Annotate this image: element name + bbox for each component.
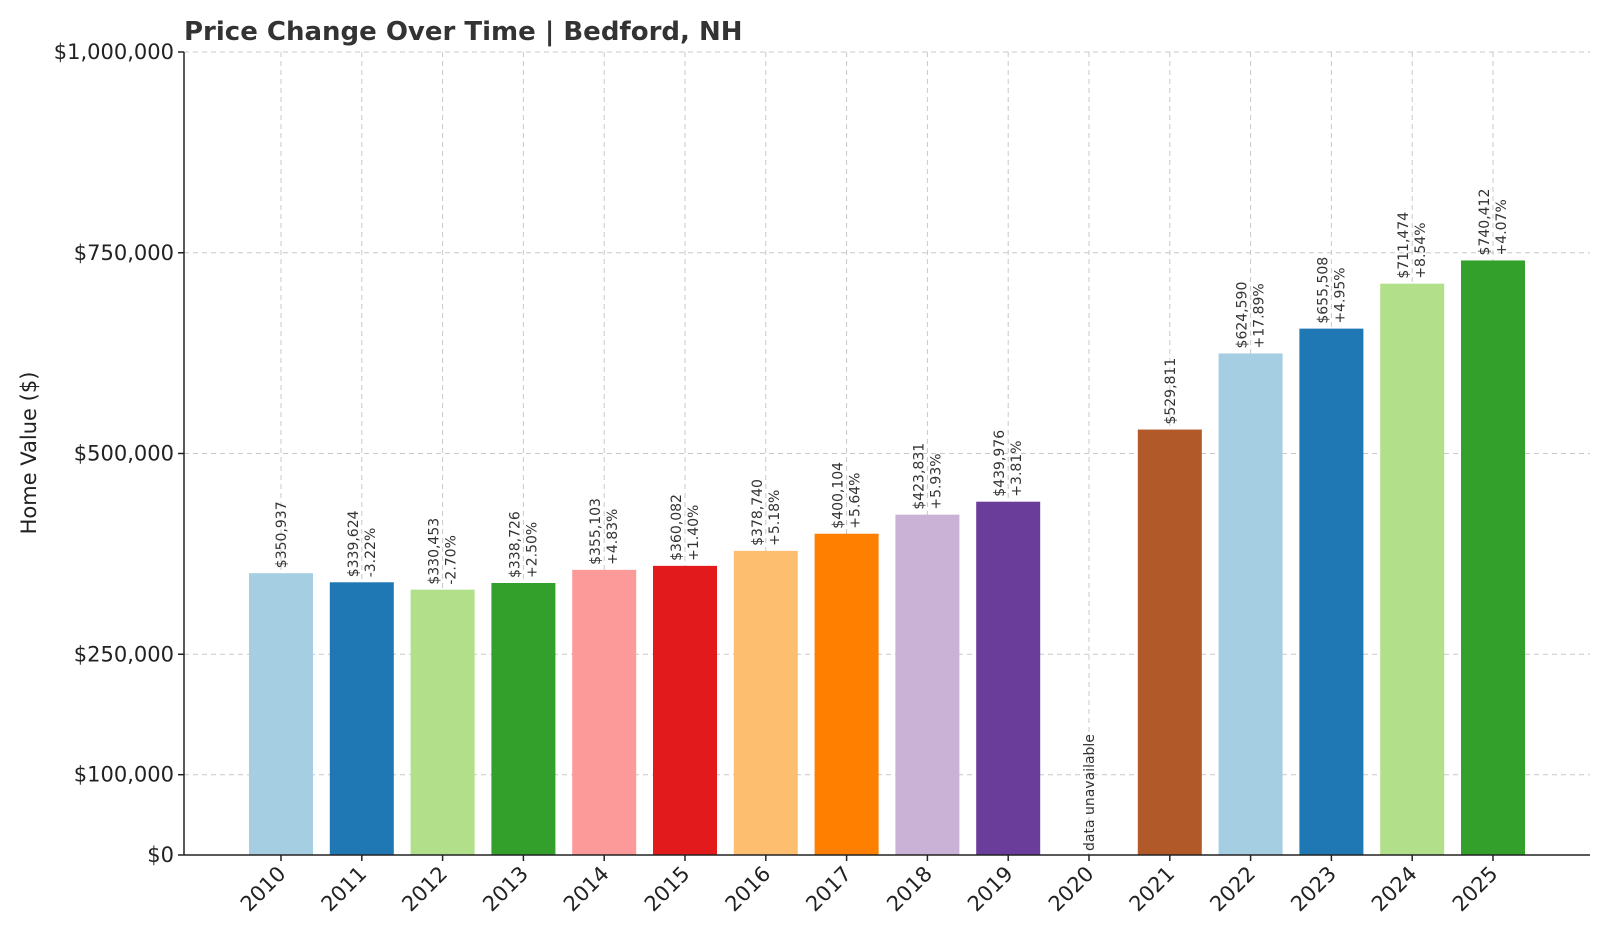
x-tick-label: 2022 bbox=[1205, 862, 1260, 917]
value-label: $655,508 bbox=[1315, 257, 1331, 324]
bar-2018 bbox=[895, 514, 960, 855]
x-tick-label: 2017 bbox=[801, 862, 856, 917]
x-tick-label: 2024 bbox=[1367, 862, 1422, 917]
x-tick-label: 2020 bbox=[1044, 862, 1099, 917]
change-label: +4.95% bbox=[1332, 267, 1348, 323]
value-label: $355,103 bbox=[588, 498, 604, 565]
bar-2023 bbox=[1299, 328, 1364, 855]
value-label: $400,104 bbox=[831, 462, 847, 529]
change-label: +5.64% bbox=[848, 472, 864, 528]
bar-2022 bbox=[1218, 353, 1283, 855]
bar-2013 bbox=[491, 583, 556, 855]
x-tick-label: 2010 bbox=[236, 862, 291, 917]
x-tick-label: 2011 bbox=[317, 862, 372, 917]
x-tick-label: 2023 bbox=[1286, 862, 1341, 917]
value-label: $529,811 bbox=[1163, 358, 1179, 425]
value-label: $360,082 bbox=[669, 494, 685, 561]
y-tick-labels: $0 $100,000 $250,000 $500,000 $750,000 $1,000… bbox=[54, 40, 184, 867]
bar-2011 bbox=[329, 582, 394, 855]
value-label: $439,976 bbox=[992, 430, 1008, 497]
change-label: +4.07% bbox=[1494, 199, 1510, 255]
bar-2014 bbox=[572, 569, 637, 855]
x-tick-label: 2021 bbox=[1125, 862, 1180, 917]
bar-2021 bbox=[1137, 429, 1202, 855]
y-tick-label: $100,000 bbox=[74, 763, 174, 787]
change-label: -2.70% bbox=[444, 535, 460, 585]
value-label: $740,412 bbox=[1477, 189, 1493, 256]
change-label: +5.93% bbox=[928, 453, 944, 509]
value-label: $378,740 bbox=[750, 479, 766, 546]
value-label: $338,726 bbox=[507, 511, 523, 578]
value-label: $339,624 bbox=[346, 510, 362, 577]
value-label: $423,831 bbox=[911, 443, 927, 510]
data-labels: $350,937 $339,624 -3.22% $330,453 -2.70% $338… bbox=[274, 189, 1510, 851]
bar-2017 bbox=[814, 533, 879, 855]
x-tick-label: 2012 bbox=[397, 862, 452, 917]
x-tick-label: 2018 bbox=[882, 862, 937, 917]
x-tick-labels: 2010 2011 2012 2013 2014 2015 2016 2017 2018 2019… bbox=[236, 855, 1503, 916]
bars bbox=[249, 260, 1525, 855]
value-label: $350,937 bbox=[274, 501, 290, 568]
x-tick-label: 2014 bbox=[559, 862, 614, 917]
bar-2025 bbox=[1461, 260, 1525, 855]
change-label: +3.81% bbox=[1009, 440, 1025, 496]
y-tick-label: $1,000,000 bbox=[54, 40, 174, 64]
x-tick-label: 2016 bbox=[721, 862, 776, 917]
bar-2016 bbox=[733, 550, 798, 855]
value-label: $330,453 bbox=[427, 518, 443, 585]
y-tick-label: $750,000 bbox=[74, 241, 174, 265]
change-label: +1.40% bbox=[686, 505, 702, 561]
bar-2024 bbox=[1380, 283, 1445, 855]
bar-2012 bbox=[410, 589, 475, 855]
y-tick-label: $250,000 bbox=[74, 642, 174, 666]
change-label: +5.18% bbox=[767, 490, 783, 546]
value-label: $711,474 bbox=[1396, 212, 1412, 279]
missing-data-label: data unavailable bbox=[1082, 734, 1098, 851]
change-label: +4.83% bbox=[605, 509, 621, 565]
change-label: +17.89% bbox=[1252, 283, 1268, 348]
x-tick-label: 2015 bbox=[640, 862, 695, 917]
grid bbox=[184, 51, 1590, 855]
x-tick-label: 2025 bbox=[1448, 862, 1503, 917]
x-tick-label: 2019 bbox=[963, 862, 1018, 917]
chart-title: Price Change Over Time | Bedford, NH bbox=[184, 17, 742, 47]
change-label: +2.50% bbox=[524, 522, 540, 578]
y-tick-label: $500,000 bbox=[74, 442, 174, 466]
bar-2010 bbox=[249, 573, 313, 855]
bar-2019 bbox=[976, 501, 1041, 855]
change-label: -3.22% bbox=[363, 528, 379, 578]
value-label: $624,590 bbox=[1235, 282, 1251, 349]
bar-2015 bbox=[653, 565, 717, 855]
y-axis-label: Home Value ($) bbox=[17, 372, 41, 535]
y-tick-label: $0 bbox=[147, 843, 174, 867]
x-tick-label: 2013 bbox=[478, 862, 533, 917]
change-label: +8.54% bbox=[1413, 222, 1429, 278]
